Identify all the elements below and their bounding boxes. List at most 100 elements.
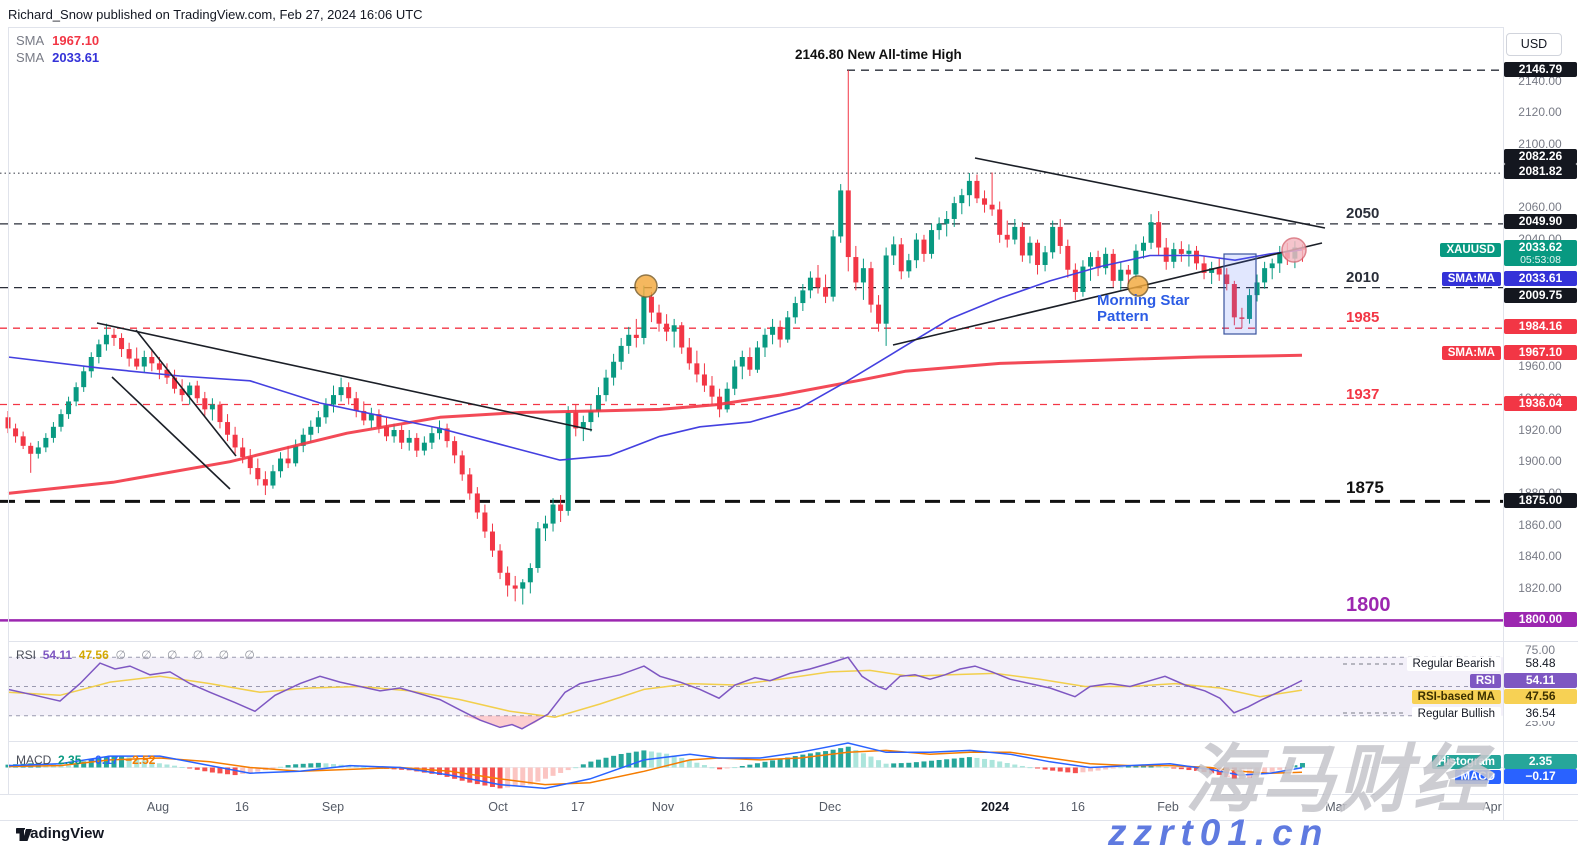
- price-scale-label: 2081.82: [1504, 164, 1577, 179]
- sma-red-value: 1967.10: [52, 33, 100, 48]
- price-scale-label: 2146.79: [1504, 62, 1577, 77]
- price-scale-tick: 75.00: [1524, 643, 1556, 657]
- series-tag: RSI-based MA: [1411, 690, 1501, 704]
- sma-red-label: SMA: [16, 33, 45, 48]
- macd-hist-value: 2.35: [58, 753, 82, 767]
- watermark-cjk: 海马财经: [1185, 738, 1489, 821]
- series-tag: Regular Bearish: [1406, 657, 1501, 671]
- price-label-value: 1984.16: [1518, 319, 1563, 333]
- time-axis-label: 16: [235, 800, 249, 814]
- time-axis-label: Nov: [651, 800, 675, 814]
- price-label-value: 2049.90: [1518, 214, 1563, 228]
- price-scale-label: 1984.16: [1504, 319, 1577, 334]
- price-scale-label: 2033.62 05:53:08: [1504, 240, 1577, 266]
- price-scale-tick: 1840.00: [1518, 549, 1562, 563]
- price-scale-tick: 1820.00: [1518, 581, 1562, 595]
- price-label-value: −0.17: [1525, 769, 1556, 783]
- time-axis-label: Apr: [1482, 800, 1502, 814]
- time-axis-label: Oct: [488, 800, 508, 814]
- level-label: 1800: [1346, 594, 1391, 617]
- plot-left-border: [8, 27, 9, 794]
- watermark-url: zzrt01.cn: [1108, 812, 1330, 853]
- series-tag: SMA:MA: [1441, 346, 1501, 360]
- level-label: 1937: [1346, 385, 1380, 403]
- price-label-value: 2033.61: [1518, 271, 1563, 285]
- price-scale-label: 2.35: [1504, 754, 1577, 769]
- countdown-timer: 05:53:08: [1520, 254, 1561, 266]
- price-scale-tick: 2060.00: [1518, 200, 1562, 214]
- price-scale-label: −0.17: [1504, 769, 1577, 784]
- series-tag: Regular Bullish: [1411, 707, 1501, 721]
- time-axis-label: 16: [739, 800, 753, 814]
- sma-legend: SMA 1967.10 SMA 2033.61: [16, 32, 99, 66]
- price-scale-tick: 2120.00: [1518, 105, 1562, 119]
- rsi-separator[interactable]: [8, 641, 1578, 642]
- price-label-value: 1875.00: [1518, 493, 1563, 507]
- currency-toggle-button[interactable]: USD: [1506, 33, 1562, 56]
- price-scale-tick: 2140.00: [1518, 74, 1562, 88]
- morning-star-line2: Pattern: [1097, 308, 1149, 325]
- morning-star-line1: Morning Star: [1097, 292, 1190, 309]
- rsi-name: RSI: [16, 648, 37, 662]
- byline: Richard_Snow published on TradingView.co…: [8, 7, 423, 22]
- axis-bottom-border: [0, 820, 1578, 821]
- price-scale-tick: 1920.00: [1518, 423, 1562, 437]
- rsi-legend: RSI 54.11 47.56 ∅ ∅ ∅ ∅ ∅ ∅: [16, 648, 261, 662]
- price-label-value: 2009.75: [1518, 288, 1563, 302]
- price-label-value: 1800.00: [1518, 612, 1563, 626]
- series-tag: XAUUSD: [1440, 243, 1501, 257]
- tradingview-logo-icon: [16, 829, 32, 841]
- price-scale-label: 2082.26: [1504, 149, 1577, 164]
- tradingview-brand: TradingView: [16, 825, 105, 842]
- price-label-value: 2033.62: [1518, 240, 1563, 254]
- price-scale-label: 1800.00: [1504, 612, 1577, 627]
- macd-separator[interactable]: [8, 741, 1578, 742]
- axis-separator: [0, 794, 1578, 795]
- level-label: 1985: [1346, 309, 1380, 327]
- price-scale-label: 1875.00: [1504, 493, 1577, 508]
- time-axis-label: Feb: [1157, 800, 1179, 814]
- rsi-ma-value: 47.56: [78, 648, 109, 662]
- price-scale-label: 1936.04: [1504, 396, 1577, 411]
- tradingview-logo[interactable]: TradingView: [16, 825, 104, 842]
- price-label-value: 2146.79: [1518, 62, 1563, 76]
- price-scale-label: 58.48: [1504, 656, 1577, 671]
- price-scale-border[interactable]: [1503, 27, 1504, 820]
- price-scale-tick: 1860.00: [1518, 518, 1562, 532]
- macd-name: MACD: [16, 753, 52, 767]
- price-scale-label: 2009.75: [1504, 288, 1577, 303]
- macd-legend: MACD 2.35 −0.17 −2.52: [16, 753, 155, 767]
- sma-legend-row-red: SMA 1967.10: [16, 32, 99, 49]
- sma-blue-label: SMA: [16, 50, 45, 65]
- level-label: 1875: [1346, 478, 1384, 498]
- price-scale-label: 2049.90: [1504, 214, 1577, 229]
- time-axis-label: Sep: [321, 800, 345, 814]
- rsi-null-values: ∅ ∅ ∅ ∅ ∅ ∅: [115, 648, 261, 662]
- time-axis-label: Mar: [1325, 800, 1347, 814]
- price-label-value: 1967.10: [1518, 345, 1563, 359]
- all-time-high-annotation: 2146.80 New All-time High: [795, 47, 962, 62]
- price-scale-tick: 1900.00: [1518, 454, 1562, 468]
- price-scale-label: 54.11: [1504, 673, 1577, 688]
- level-label: 2010: [1346, 268, 1380, 286]
- price-label-value: 36.54: [1525, 706, 1556, 720]
- sma-blue-value: 2033.61: [52, 50, 100, 65]
- time-axis-label: 16: [1071, 800, 1085, 814]
- price-label-value: 2082.26: [1518, 149, 1563, 163]
- time-axis-label: Dec: [818, 800, 842, 814]
- sma-legend-row-blue: SMA 2033.61: [16, 49, 99, 66]
- macd-line-value: −0.17: [88, 753, 119, 767]
- time-axis-label: Aug: [146, 800, 170, 814]
- price-scale-label: 36.54: [1504, 706, 1577, 721]
- plot-top-border: [8, 27, 1503, 28]
- price-label-value: 1936.04: [1518, 396, 1563, 410]
- price-label-value: 2.35: [1528, 754, 1553, 768]
- price-scale-label: 2033.61: [1504, 271, 1577, 286]
- series-tag: MACD: [1454, 770, 1501, 784]
- price-label-value: 2081.82: [1518, 164, 1563, 178]
- price-scale-label: 47.56: [1504, 689, 1577, 704]
- series-tag: SMA:MA: [1441, 272, 1501, 286]
- time-axis-label: 2024: [981, 800, 1009, 814]
